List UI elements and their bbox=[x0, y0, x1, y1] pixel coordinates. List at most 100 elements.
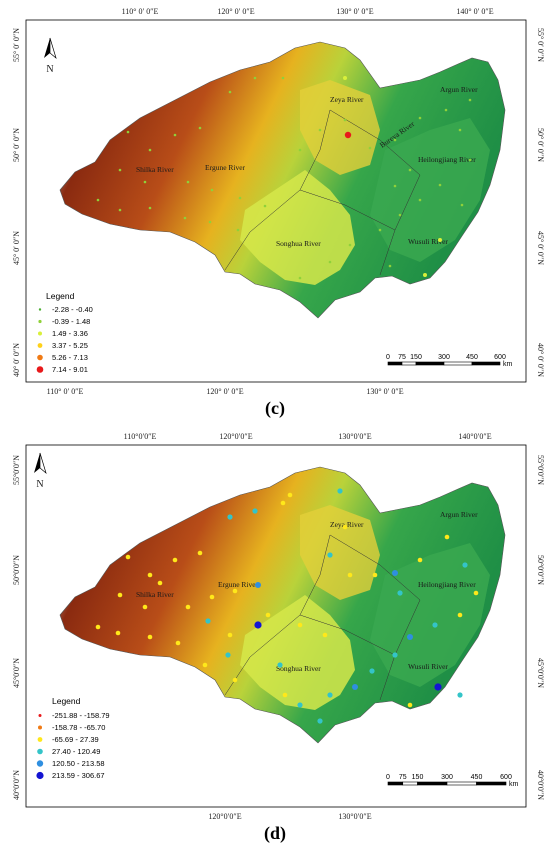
station-point bbox=[298, 148, 302, 152]
legend-swatch bbox=[38, 725, 42, 730]
station-point bbox=[393, 184, 397, 188]
station-point bbox=[225, 652, 231, 658]
river-label: Shilka River bbox=[136, 590, 174, 599]
station-point bbox=[197, 550, 203, 556]
legend-item-label: -2.28 - -0.40 bbox=[52, 305, 93, 314]
station-point bbox=[348, 243, 352, 247]
scale-bar-tick: 600 bbox=[494, 354, 506, 361]
station-point bbox=[458, 128, 462, 132]
station-point bbox=[342, 524, 348, 530]
station-point bbox=[227, 514, 233, 520]
legend-swatch bbox=[37, 354, 43, 361]
station-point bbox=[418, 116, 422, 120]
river-label: Songhua River bbox=[276, 239, 321, 248]
river-label: Argun River bbox=[440, 510, 478, 519]
station-point bbox=[118, 168, 122, 172]
scale-bar-segment bbox=[417, 781, 448, 786]
station-point bbox=[232, 677, 238, 683]
station-point bbox=[118, 208, 122, 212]
legend-item-label: 7.14 - 9.01 bbox=[52, 365, 88, 374]
station-point bbox=[148, 206, 152, 210]
station-point bbox=[393, 138, 397, 142]
river-label: Ergune River bbox=[205, 163, 246, 172]
legend-swatch bbox=[38, 308, 42, 311]
station-point bbox=[468, 158, 472, 162]
scale-bar-tick: 150 bbox=[412, 774, 424, 781]
station-point bbox=[198, 126, 202, 130]
station-point bbox=[252, 508, 258, 514]
lat-label: 50° 0′ 0″N bbox=[12, 128, 21, 162]
station-point bbox=[368, 146, 372, 150]
scale-bar-segment bbox=[415, 361, 445, 366]
river-label: Zeya River bbox=[330, 95, 364, 104]
lat-label: 55° 0′ 0″N bbox=[12, 28, 21, 62]
subbasin-boundaries bbox=[224, 534, 421, 701]
scale-bar-unit: km bbox=[509, 781, 519, 788]
lon-label: 120° 0′ 0″E bbox=[217, 7, 254, 16]
lat-label: 45° 0′ 0″N bbox=[12, 231, 21, 265]
legend-swatch bbox=[37, 343, 43, 348]
station-point bbox=[417, 557, 423, 563]
scale-bar-tick: 600 bbox=[500, 774, 512, 781]
legend-swatch bbox=[36, 760, 44, 767]
station-point bbox=[337, 488, 343, 494]
lat-label: 40° 0′ 0″N bbox=[536, 343, 545, 377]
station-point bbox=[298, 276, 302, 280]
station-point bbox=[347, 572, 353, 578]
lon-label: 130°0′0″E bbox=[338, 812, 371, 821]
lat-label: 55°0′0″N bbox=[12, 455, 21, 485]
station-point bbox=[143, 180, 147, 184]
legend: Legend -2.28 - -0.40 -0.39 - 1.48 1.49 - 3… bbox=[36, 291, 93, 374]
map-figure-d: 110°0′0″E 120°0′0″E 130°0′0″E 140°0′0″E … bbox=[12, 432, 545, 821]
station-point bbox=[280, 500, 286, 506]
lat-label: 50°0′0″N bbox=[12, 555, 21, 585]
station-point bbox=[202, 662, 208, 668]
station-point bbox=[228, 90, 232, 94]
scale-bar-tick: 0 bbox=[386, 774, 390, 781]
scale-bar-segment bbox=[401, 361, 417, 366]
lon-label: 140° 0′ 0″E bbox=[456, 7, 493, 16]
scale-bar-unit: km bbox=[503, 361, 513, 368]
lat-label: 45° 0′ 0″N bbox=[536, 231, 545, 265]
station-point bbox=[397, 590, 403, 596]
station-point bbox=[352, 684, 358, 690]
lon-label: 130° 0′ 0″E bbox=[336, 7, 373, 16]
lat-label: 50°0′0″N bbox=[536, 555, 545, 585]
station-point bbox=[398, 213, 402, 217]
station-point bbox=[255, 582, 261, 588]
scale-bar-tick: 450 bbox=[471, 774, 483, 781]
river-label: Wusuli River bbox=[408, 237, 448, 246]
station-point bbox=[457, 612, 463, 618]
station-point bbox=[209, 594, 215, 600]
legend-title: Legend bbox=[46, 291, 75, 301]
station-point bbox=[297, 622, 303, 628]
station-point bbox=[254, 621, 262, 629]
legend-item-label: -251.88 - -158.79 bbox=[52, 711, 110, 720]
lon-label: 110°0′0″E bbox=[124, 432, 157, 441]
legend-swatch bbox=[36, 771, 44, 780]
station-point bbox=[238, 196, 242, 200]
station-point bbox=[186, 180, 190, 184]
station-point bbox=[468, 98, 472, 102]
legend: Legend -251.88 - -158.79 -158.78 - -65.70… bbox=[36, 696, 110, 780]
lon-label: 120°0′0″E bbox=[208, 812, 241, 821]
station-point bbox=[183, 216, 187, 220]
north-arrow-icon: N bbox=[44, 37, 57, 75]
lon-label: 130° 0′ 0″E bbox=[366, 387, 403, 396]
legend-swatch bbox=[36, 366, 44, 373]
lon-label: 110° 0′ 0″E bbox=[47, 387, 84, 396]
station-point bbox=[227, 632, 233, 638]
legend-item-label: -0.39 - 1.48 bbox=[52, 317, 90, 326]
station-point bbox=[265, 612, 271, 618]
station-point bbox=[125, 554, 131, 560]
map-panel-d: 110°0′0″E 120°0′0″E 130°0′0″E 140°0′0″E … bbox=[0, 425, 550, 850]
lat-label: 40° 0′ 0″N bbox=[12, 343, 21, 377]
sanjiang-plain bbox=[370, 118, 490, 262]
legend-swatch bbox=[38, 331, 42, 336]
figure-caption: (c) bbox=[265, 398, 285, 418]
station-point bbox=[328, 260, 332, 264]
lat-label: 50° 0′ 0″N bbox=[536, 128, 545, 162]
lat-label: 55° 0′ 0″N bbox=[536, 28, 545, 62]
